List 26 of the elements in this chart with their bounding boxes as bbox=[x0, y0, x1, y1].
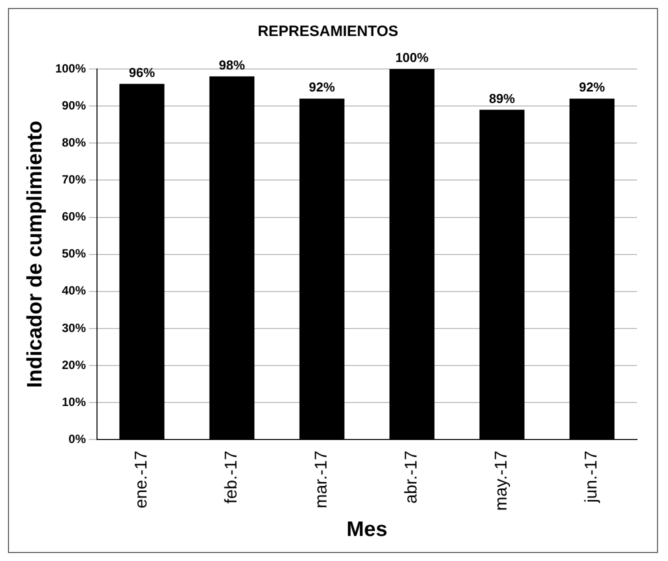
x-axis-title: Mes bbox=[346, 518, 388, 542]
x-tick-label: feb.-17 bbox=[222, 450, 241, 504]
y-tick-label: 50% bbox=[62, 246, 86, 261]
y-tick-label: 90% bbox=[62, 98, 86, 112]
data-label: 100% bbox=[395, 50, 430, 66]
y-tick-label: 100% bbox=[55, 61, 86, 76]
y-tick-label: 20% bbox=[62, 358, 86, 372]
x-tick-label: ene.-17 bbox=[132, 450, 151, 508]
y-tick-label: 10% bbox=[62, 394, 86, 409]
x-tick-label: may.-17 bbox=[492, 450, 511, 511]
y-tick-label: 0% bbox=[68, 432, 86, 446]
y-tick-label: 30% bbox=[62, 320, 86, 335]
x-tick-label: mar.-17 bbox=[312, 450, 331, 508]
data-label: 98% bbox=[218, 57, 246, 72]
data-label: 96% bbox=[128, 64, 156, 80]
y-tick-label: 70% bbox=[62, 172, 86, 187]
y-tick-label: 40% bbox=[62, 284, 86, 298]
x-tick-label: abr.-17 bbox=[402, 450, 421, 504]
data-label: 92% bbox=[308, 80, 336, 95]
y-tick-label: 60% bbox=[62, 210, 86, 224]
data-label: 92% bbox=[578, 80, 606, 95]
x-tick-label: jun.-17 bbox=[582, 450, 601, 504]
y-axis-title: Indicador de cumplimiento bbox=[23, 120, 46, 388]
chart-title: REPRESAMIENTOS bbox=[258, 23, 398, 40]
y-tick-label: 80% bbox=[62, 135, 86, 150]
data-label: 89% bbox=[488, 90, 516, 106]
